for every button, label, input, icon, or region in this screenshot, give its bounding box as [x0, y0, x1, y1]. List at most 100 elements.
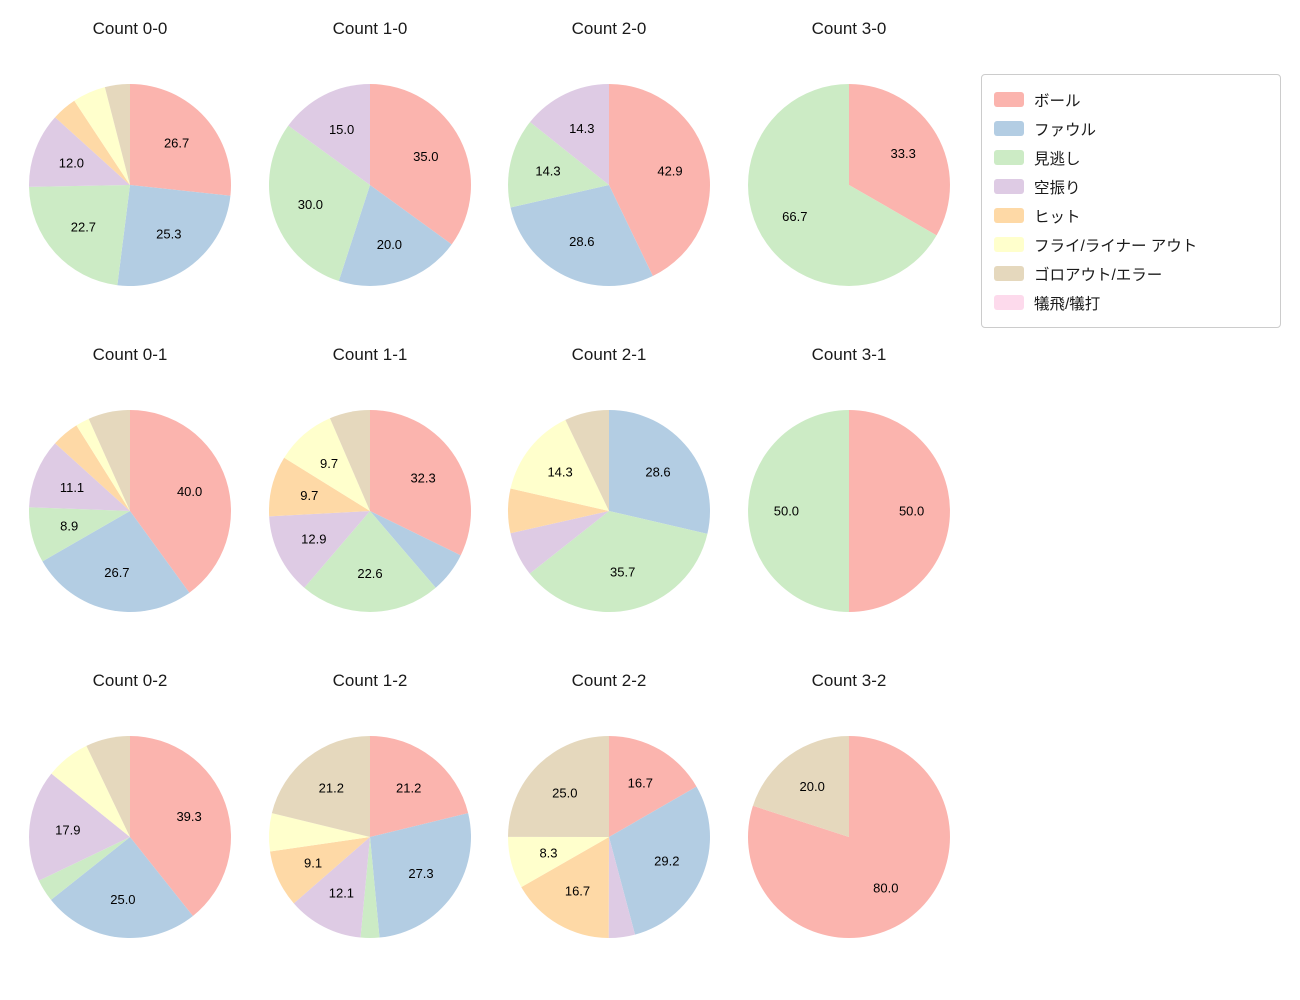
- pie-slice-label: 16.7: [565, 884, 590, 899]
- pie-slice: [529, 511, 708, 613]
- pie-slice: [608, 837, 636, 939]
- pie-slice: [86, 736, 130, 837]
- pie-slice: [268, 457, 370, 517]
- pie-slice: [50, 837, 193, 938]
- pie-slice: [508, 122, 609, 208]
- pie-chart-cell: Count 3-2 80.0 20.0: [729, 668, 969, 940]
- pie-chart-cell: Count 1-0 35.0 20.0 30.0 15.0: [250, 16, 490, 288]
- chart-title: Count 2-2: [571, 671, 647, 690]
- pie-slice: [329, 410, 370, 511]
- pie-slice: [42, 511, 190, 613]
- pie-slice-label: 20.0: [377, 237, 402, 252]
- pie-slice: [88, 410, 130, 511]
- pie-slice: [510, 185, 653, 287]
- pie-slice: [849, 410, 950, 612]
- pie-slice: [104, 84, 130, 185]
- pie-slice: [510, 511, 609, 574]
- legend-item-label: フライ/ライナー アウト: [1034, 237, 1198, 255]
- pie-chart-cell: Count 0-2 39.3 25.0 17.9: [10, 668, 250, 940]
- pie-slice: [130, 736, 231, 917]
- pie-slice: [370, 511, 461, 588]
- pie-slice: [74, 87, 130, 185]
- pie-slice: [130, 84, 231, 196]
- pie-slice: [28, 773, 130, 881]
- pie-slice-label: 50.0: [774, 504, 799, 519]
- pie-slice-label: 27.3: [408, 866, 433, 881]
- pie-slice: [288, 84, 370, 185]
- legend-item: 見逃し: [994, 143, 1268, 172]
- chart-title: Count 3-0: [811, 19, 887, 38]
- pie-chart-cell: Count 3-1 50.0 50.0: [729, 342, 969, 614]
- pie-slice: [747, 736, 950, 938]
- pie-slice: [609, 786, 710, 935]
- chart-title: Count 3-1: [811, 345, 887, 364]
- pie-slice: [270, 837, 370, 904]
- pie-slice-label: 28.6: [569, 234, 594, 249]
- pie-chart: 28.6 35.7 14.3: [507, 410, 711, 613]
- legend-item: ヒット: [994, 201, 1268, 230]
- pie-slice: [28, 507, 130, 562]
- pie-slice-label: 40.0: [177, 484, 202, 499]
- pie-slice: [29, 443, 130, 511]
- chart-title: Count 1-2: [332, 671, 408, 690]
- pie-slice: [609, 410, 711, 534]
- pie-slice-label: 26.7: [104, 565, 129, 580]
- legend-item: ボール: [994, 85, 1268, 114]
- chart-title: Count 1-0: [332, 19, 408, 38]
- pie-slice-label: 25.3: [156, 227, 181, 242]
- pie-slice: [38, 837, 130, 900]
- pie-chart-cell: Count 3-0 33.3 66.7: [729, 16, 969, 288]
- pie-chart: 80.0 20.0: [747, 736, 950, 938]
- pie-slice-label: 12.0: [59, 156, 84, 171]
- pie-slice: [268, 125, 370, 282]
- pie-slice: [268, 813, 370, 852]
- pie-chart-cell: Count 1-2 21.2 27.3 12.1 9.1 21.2: [250, 668, 490, 940]
- pie-slice: [609, 84, 711, 276]
- legend-item-label: ヒット: [1034, 208, 1081, 226]
- legend-color-swatch-icon: [994, 92, 1024, 107]
- pie-slice: [360, 837, 380, 938]
- pie-slice: [565, 410, 609, 511]
- chart-title: Count 2-1: [571, 345, 647, 364]
- pie-slice: [609, 736, 697, 837]
- pie-slice: [748, 410, 849, 612]
- pie-slice-label: 8.9: [60, 519, 78, 534]
- pie-slice-label: 29.2: [654, 854, 679, 869]
- pie-chart: 35.0 20.0 30.0 15.0: [268, 84, 472, 287]
- legend-item: フライ/ライナー アウト: [994, 230, 1268, 259]
- pie-slice: [304, 511, 436, 613]
- legend-color-swatch-icon: [994, 208, 1024, 223]
- pie-chart-cell: Count 2-0 42.9 28.6 14.3 14.3: [489, 16, 729, 288]
- pie-chart-cell: Count 2-2 16.7 29.2 16.7 8.3 25.0: [489, 668, 729, 940]
- pie-slice: [849, 84, 950, 236]
- pie-slice: [130, 410, 232, 593]
- pie-slice-label: 35.0: [413, 149, 438, 164]
- pie-slice: [29, 117, 131, 187]
- chart-title: Count 0-0: [92, 19, 168, 38]
- pie-slice-label: 14.3: [547, 464, 572, 479]
- pie-chart-cell: Count 0-1 40.0 26.7 8.9 11.1: [10, 342, 250, 614]
- pie-slice-label: 33.3: [891, 146, 916, 161]
- pie-slice-label: 25.0: [552, 785, 577, 800]
- legend-color-swatch-icon: [994, 121, 1024, 136]
- legend-item-label: 空振り: [1034, 179, 1081, 197]
- pie-slice-label: 16.7: [628, 775, 653, 790]
- chart-title: Count 0-1: [92, 345, 168, 364]
- pie-slice-label: 20.0: [800, 779, 825, 794]
- pie-slice: [508, 736, 609, 837]
- pie-slice-label: 15.0: [329, 122, 354, 137]
- pie-slice: [747, 84, 937, 286]
- pie-slice-label: 21.2: [396, 780, 421, 795]
- pie-chart: 33.3 66.7: [747, 84, 950, 286]
- pie-slice-label: 12.1: [329, 885, 354, 900]
- pie-slice: [370, 736, 469, 837]
- pie-slice-label: 50.0: [899, 504, 924, 519]
- pie-chart-cell: Count 2-1 28.6 35.7 14.3: [489, 342, 729, 614]
- legend-item-label: ボール: [1034, 92, 1081, 110]
- pie-slice: [29, 185, 130, 286]
- pie-slice-label: 9.7: [300, 488, 318, 503]
- chart-title: Count 1-1: [332, 345, 408, 364]
- pie-slice-label: 66.7: [782, 209, 807, 224]
- pie-slice: [117, 185, 231, 286]
